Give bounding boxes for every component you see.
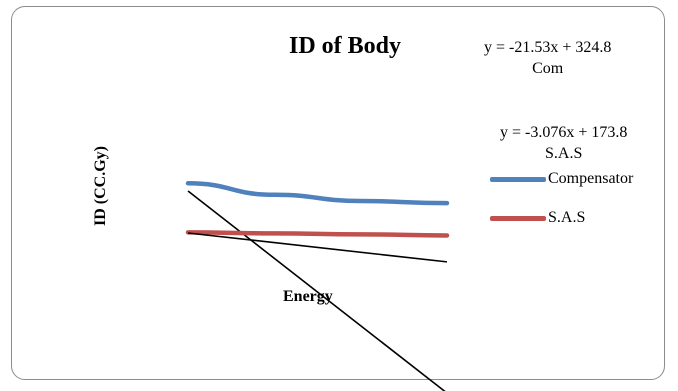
- chart-frame: [11, 6, 665, 380]
- trendline-name: Com: [532, 60, 564, 77]
- legend-item-sas: S.A.S: [490, 209, 585, 227]
- legend-swatch: [490, 215, 546, 221]
- legend-item-compensator: Compensator: [490, 170, 633, 188]
- trendline-equation: y = -3.076x + 173.8: [500, 124, 628, 141]
- series-line-compensator: [185, 181, 450, 206]
- legend-label: S.A.S: [548, 209, 586, 226]
- trendline-name: S.A.S: [545, 145, 583, 162]
- legend-swatch: [490, 176, 546, 182]
- series-line-sas: [185, 230, 450, 238]
- chart-title: ID of Body: [289, 33, 402, 59]
- trendline-label-compensator: y = -21.53x + 324.8 Com: [484, 37, 611, 79]
- y-axis-label: ID (CC.Gy): [92, 146, 109, 226]
- trendline-sas: [187, 232, 448, 263]
- trendline-equation: y = -21.53x + 324.8: [484, 39, 612, 56]
- legend-label: Compensator: [548, 170, 634, 187]
- trendline-label-sas: y = -3.076x + 173.8 S.A.S: [500, 122, 627, 164]
- trendline-compensator: [187, 190, 446, 391]
- x-axis-label: Energy: [283, 288, 333, 305]
